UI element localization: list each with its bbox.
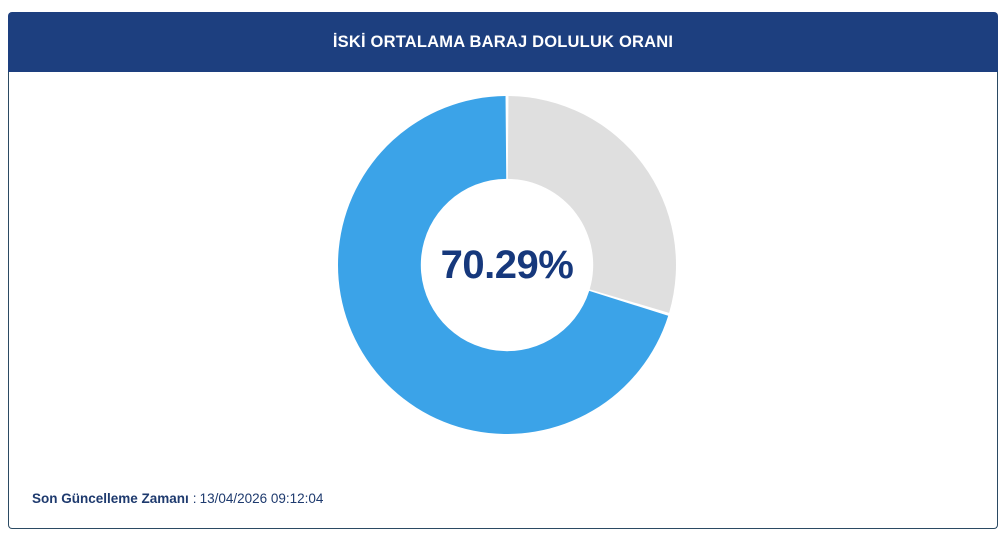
donut-slice-filled[interactable] bbox=[338, 96, 669, 434]
last-update-timestamp: 13/04/2026 09:12:04 bbox=[199, 490, 324, 506]
chart-area: 70.29% bbox=[9, 72, 997, 467]
last-update-separator: : bbox=[192, 490, 197, 506]
donut-slices bbox=[338, 96, 677, 434]
donut-chart[interactable]: 70.29% bbox=[337, 95, 677, 435]
page-title: İSKİ ORTALAMA BARAJ DOLULUK ORANI bbox=[332, 32, 674, 51]
widget-body: 70.29% Son Güncelleme Zamanı : 13/04/202… bbox=[8, 72, 998, 529]
widget-header: İSKİ ORTALAMA BARAJ DOLULUK ORANI bbox=[8, 12, 998, 72]
dam-occupancy-widget: İSKİ ORTALAMA BARAJ DOLULUK ORANI 70.29%… bbox=[8, 12, 998, 529]
donut-chart-svg bbox=[338, 96, 677, 434]
widget-footer: Son Güncelleme Zamanı : 13/04/2026 09:12… bbox=[9, 468, 997, 528]
donut-slice-empty[interactable] bbox=[507, 96, 677, 313]
last-update-label: Son Güncelleme Zamanı bbox=[32, 490, 189, 506]
